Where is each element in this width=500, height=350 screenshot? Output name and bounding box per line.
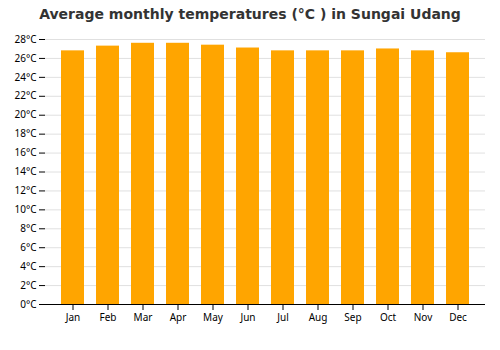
svg-text:Jul: Jul: [276, 310, 289, 324]
svg-text:Sep: Sep: [344, 310, 361, 324]
html-text:Average monthly temperatures (: Average monthly temperatures (°C ) in Su…: [39, 6, 461, 22]
svg-text:20°C: 20°C: [14, 107, 37, 121]
svg-text:Jan: Jan: [65, 310, 81, 324]
svg-text:0°C: 0°C: [20, 297, 37, 311]
svg-text:Nov: Nov: [414, 310, 433, 324]
svg-text:Apr: Apr: [170, 310, 187, 324]
svg-text:16°C: 16°C: [14, 145, 37, 159]
svg-text:26°C: 26°C: [14, 51, 37, 65]
svg-text:Aug: Aug: [309, 310, 328, 324]
svg-text:12°C: 12°C: [14, 183, 37, 197]
svg-text:28°C: 28°C: [14, 32, 37, 46]
svg-text:22°C: 22°C: [14, 88, 37, 102]
svg-text:Oct: Oct: [380, 310, 397, 324]
svg-text:10°C: 10°C: [14, 202, 37, 216]
svg-text:Feb: Feb: [100, 310, 117, 324]
svg-text:4°C: 4°C: [20, 259, 37, 273]
svg-text:Dec: Dec: [449, 310, 467, 324]
svg-text:8°C: 8°C: [20, 221, 37, 235]
svg-text:May: May: [203, 310, 224, 324]
svg-text:2°C: 2°C: [20, 278, 37, 292]
svg-text:6°C: 6°C: [20, 240, 37, 254]
svg-text:Jun: Jun: [239, 310, 255, 324]
svg-text:14°C: 14°C: [14, 164, 37, 178]
svg-text:18°C: 18°C: [14, 126, 37, 140]
svg-text:24°C: 24°C: [14, 70, 37, 84]
svg-text:Mar: Mar: [134, 310, 153, 324]
